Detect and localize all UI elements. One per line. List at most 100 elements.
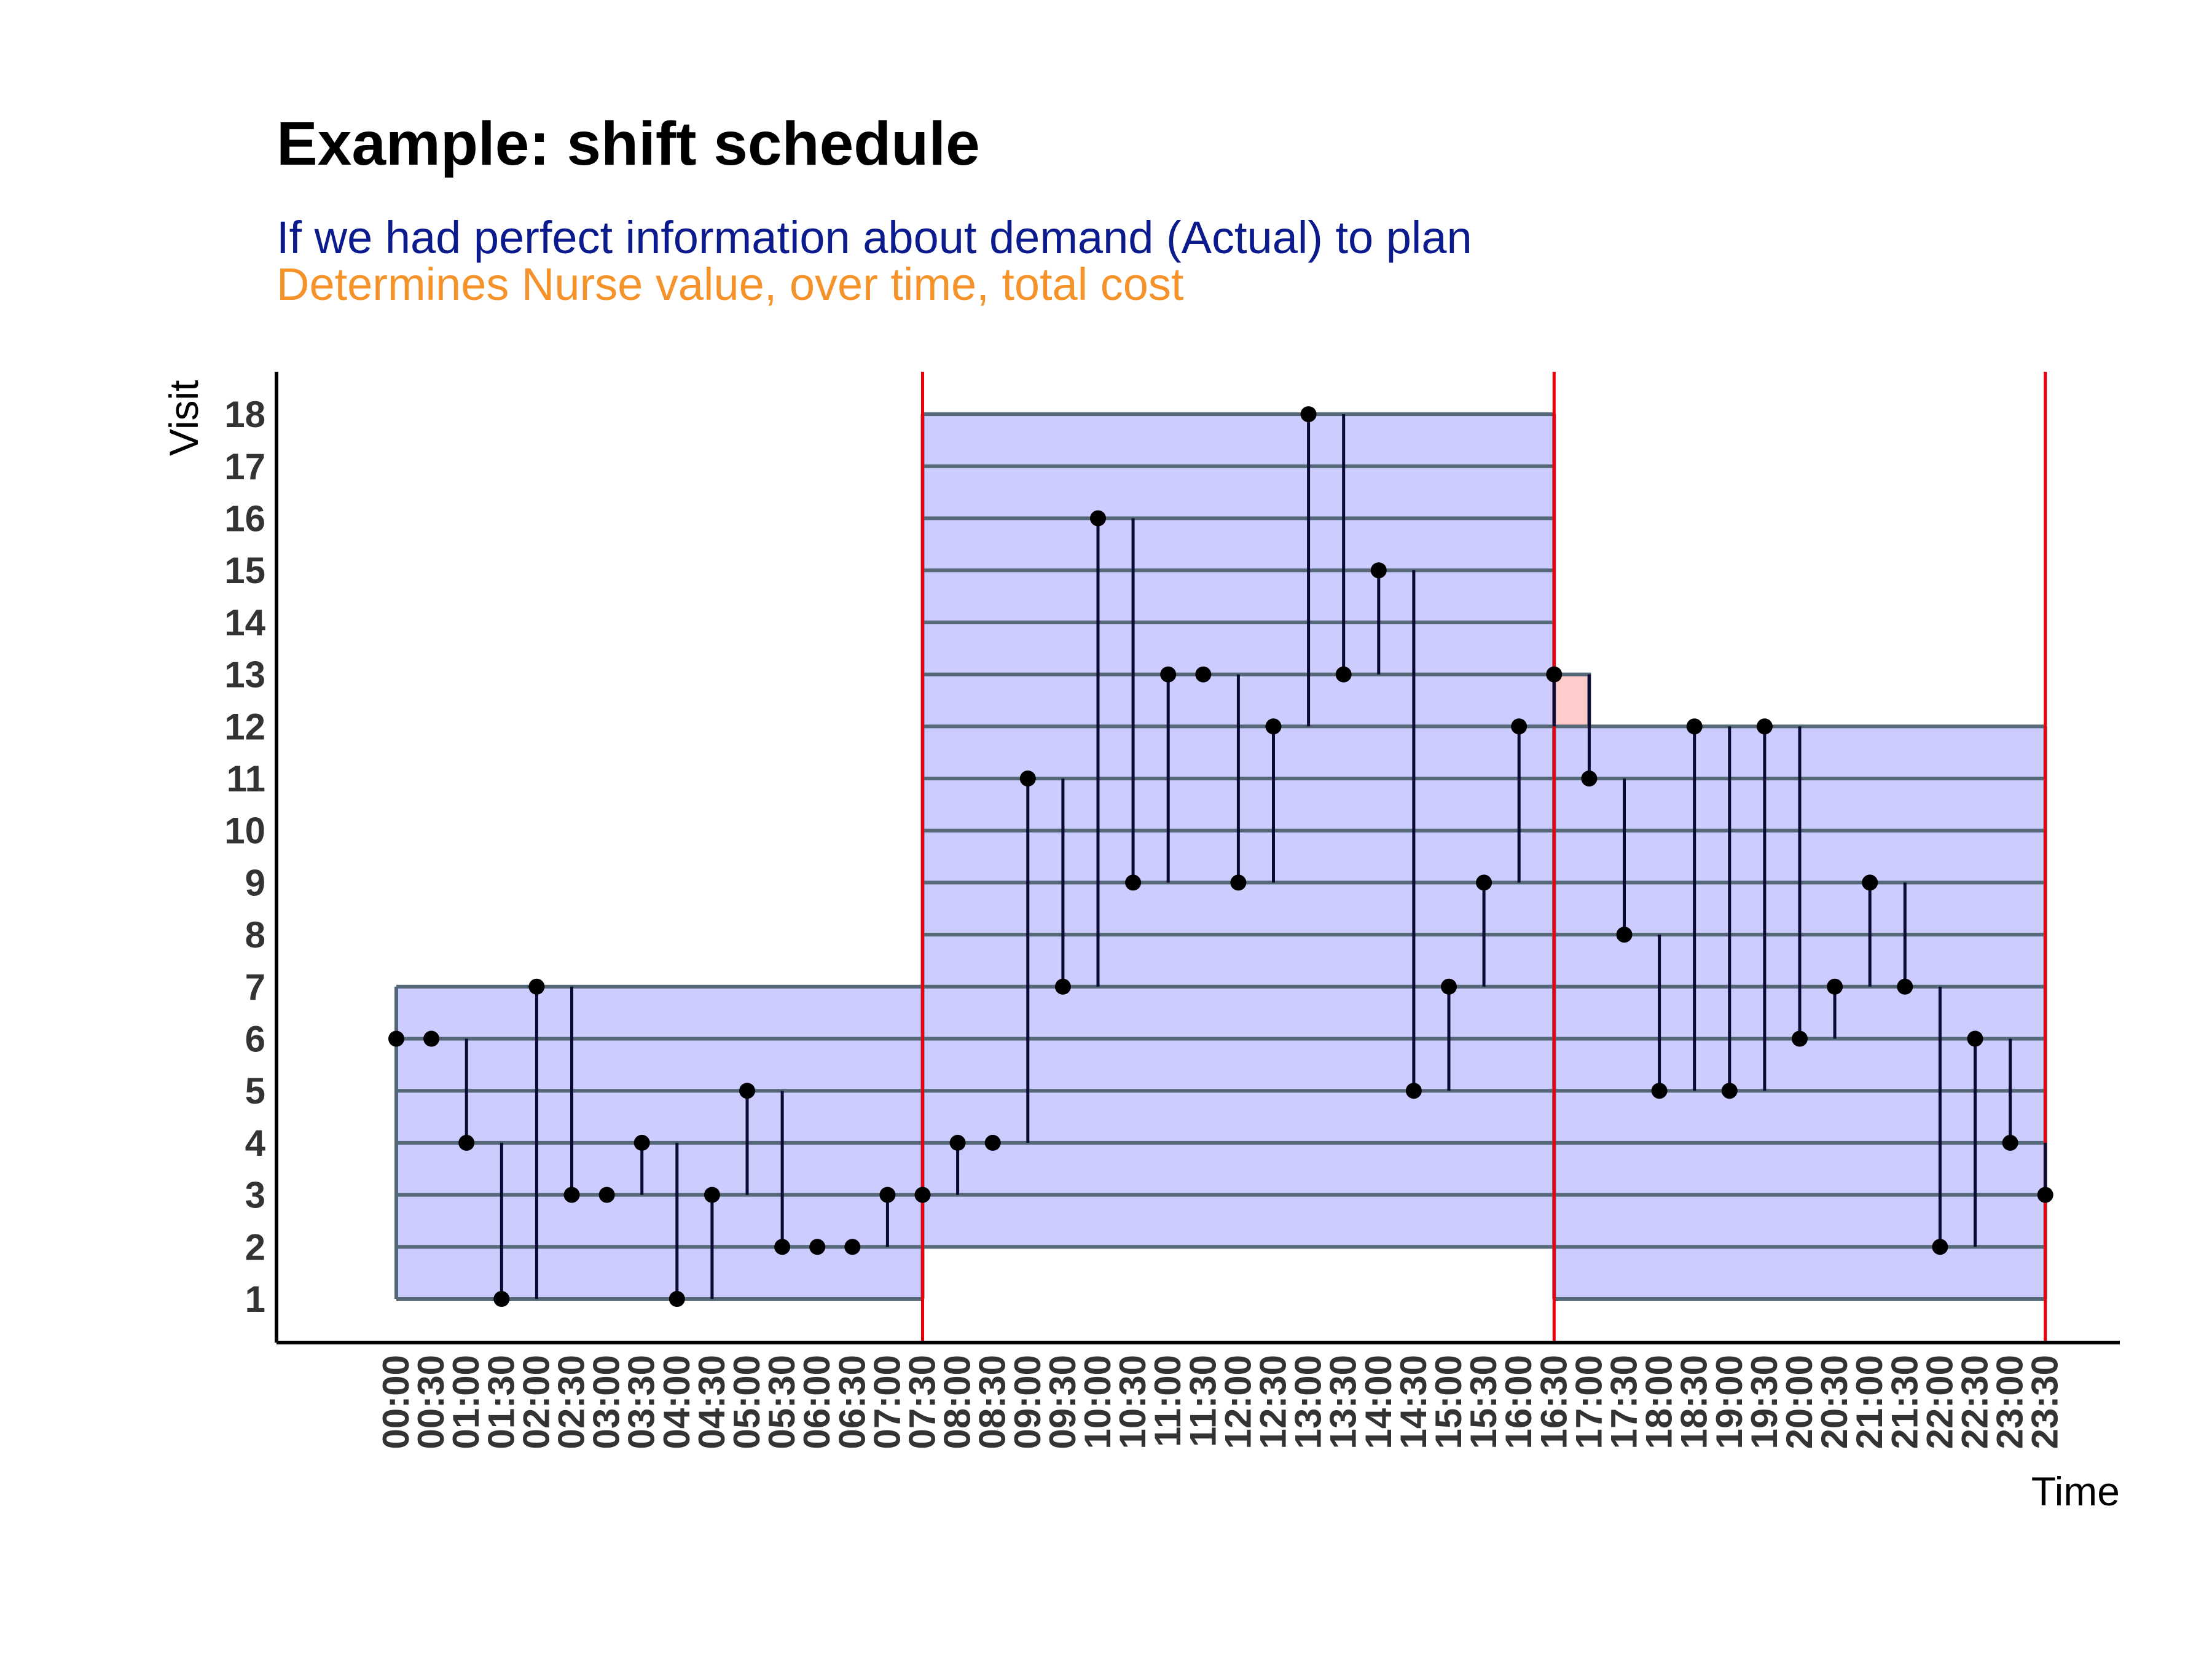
demand-point-0930 <box>1054 978 1071 995</box>
x-tick-label-0830: 08:30 <box>972 1355 1013 1449</box>
y-tick-label-14: 14 <box>224 602 265 643</box>
x-tick-label-2200: 22:00 <box>1919 1355 1960 1449</box>
demand-point-1030 <box>1125 874 1142 891</box>
demand-point-2030 <box>1827 978 1843 995</box>
x-tick-label-1330: 13:30 <box>1323 1355 1364 1449</box>
demand-point-1700 <box>1581 771 1598 786</box>
demand-point-2100 <box>1862 874 1878 891</box>
demand-point-0130 <box>493 1291 510 1307</box>
x-tick-label-0200: 02:00 <box>516 1355 557 1449</box>
y-tick-label-15: 15 <box>224 550 265 591</box>
y-tick-label-13: 13 <box>224 654 265 696</box>
demand-point-1830 <box>1686 718 1703 735</box>
x-tick-label-1530: 15:30 <box>1463 1355 1504 1449</box>
x-tick-label-1200: 12:00 <box>1217 1355 1258 1449</box>
demand-point-0330 <box>633 1134 650 1151</box>
x-tick-label-1730: 17:30 <box>1604 1355 1645 1449</box>
y-tick-label-11: 11 <box>227 758 265 799</box>
chart-subtitle-demand: If we had perfect information about dema… <box>276 212 1472 263</box>
x-tick-label-0700: 07:00 <box>866 1355 908 1449</box>
x-tick-label-1930: 19:30 <box>1744 1355 1785 1449</box>
demand-point-0700 <box>879 1186 896 1203</box>
y-tick-label-17: 17 <box>224 446 265 487</box>
demand-point-0430 <box>704 1186 720 1203</box>
x-tick-label-1400: 14:00 <box>1358 1355 1399 1449</box>
demand-point-0800 <box>949 1134 966 1151</box>
demand-point-1300 <box>1300 406 1317 423</box>
x-tick-label-0630: 06:30 <box>831 1355 873 1449</box>
x-tick-label-1130: 11:30 <box>1182 1355 1223 1447</box>
y-tick-label-8: 8 <box>245 914 265 955</box>
x-tick-label-0030: 00:30 <box>410 1355 452 1449</box>
demand-point-0230 <box>563 1186 580 1203</box>
x-tick-label-1230: 12:30 <box>1253 1355 1294 1449</box>
x-tick-label-2300: 23:00 <box>1990 1355 2031 1449</box>
y-tick-label-7: 7 <box>245 967 265 1008</box>
y-tick-label-10: 10 <box>224 810 265 852</box>
x-tick-label-0900: 09:00 <box>1007 1355 1048 1449</box>
x-tick-label-1800: 18:00 <box>1639 1355 1680 1449</box>
y-tick-label-1: 1 <box>245 1279 265 1320</box>
demand-point-0900 <box>1019 771 1036 786</box>
demand-point-1530 <box>1476 874 1492 891</box>
demand-point-0200 <box>528 978 545 995</box>
demand-point-0530 <box>774 1239 791 1255</box>
x-tick-label-0530: 05:30 <box>761 1355 802 1449</box>
y-tick-label-2: 2 <box>245 1226 265 1268</box>
x-tick-label-2230: 22:30 <box>1955 1355 1996 1449</box>
demand-point-1630 <box>1546 666 1563 683</box>
x-tick-label-0500: 05:00 <box>726 1355 767 1449</box>
demand-point-0300 <box>598 1186 615 1203</box>
y-tick-label-16: 16 <box>224 498 265 539</box>
demand-point-0030 <box>423 1030 440 1047</box>
demand-point-1800 <box>1651 1083 1668 1099</box>
demand-point-1900 <box>1721 1083 1738 1099</box>
demand-point-2000 <box>1792 1030 1808 1047</box>
demand-point-1400 <box>1370 562 1387 579</box>
y-tick-label-5: 5 <box>245 1070 265 1112</box>
demand-point-1930 <box>1756 718 1773 735</box>
x-tick-label-0930: 09:30 <box>1042 1355 1083 1449</box>
x-tick-label-1900: 19:00 <box>1709 1355 1750 1449</box>
demand-point-2300 <box>2002 1134 2018 1151</box>
demand-point-2130 <box>1897 978 1913 995</box>
demand-point-2330 <box>2037 1186 2053 1203</box>
demand-point-1000 <box>1090 510 1106 527</box>
x-tick-label-1030: 10:30 <box>1112 1355 1153 1449</box>
x-tick-label-1300: 13:00 <box>1288 1355 1329 1449</box>
x-tick-label-0000: 00:00 <box>375 1355 417 1449</box>
demand-point-0600 <box>809 1239 826 1255</box>
x-tick-label-2100: 21:00 <box>1849 1355 1890 1449</box>
x-tick-label-2330: 23:30 <box>2025 1355 2066 1449</box>
demand-point-1230 <box>1265 718 1282 735</box>
demand-point-0000 <box>388 1030 404 1047</box>
x-tick-label-0230: 02:30 <box>551 1355 592 1449</box>
plot-area: 12345678910111213141516171800:0000:3001:… <box>224 372 2120 1449</box>
y-tick-label-9: 9 <box>245 862 265 903</box>
demand-point-2200 <box>1932 1239 1948 1255</box>
x-tick-label-2130: 21:30 <box>1884 1355 1925 1449</box>
demand-point-0830 <box>984 1134 1001 1151</box>
demand-point-1500 <box>1441 978 1457 995</box>
x-tick-label-0330: 03:30 <box>621 1355 662 1449</box>
x-tick-label-2030: 20:30 <box>1814 1355 1855 1449</box>
demand-point-1200 <box>1230 874 1247 891</box>
x-tick-label-1700: 17:00 <box>1568 1355 1609 1449</box>
y-tick-label-3: 3 <box>245 1175 265 1216</box>
x-tick-label-0800: 08:00 <box>937 1355 978 1449</box>
x-tick-label-1600: 16:00 <box>1498 1355 1539 1449</box>
x-tick-label-1630: 16:30 <box>1533 1355 1574 1449</box>
demand-point-0500 <box>739 1083 755 1099</box>
x-tick-label-2000: 20:00 <box>1779 1355 1820 1449</box>
demand-point-0400 <box>669 1291 685 1307</box>
demand-point-1600 <box>1511 718 1528 735</box>
demand-point-2230 <box>1967 1030 1983 1047</box>
y-tick-label-4: 4 <box>245 1123 266 1164</box>
x-tick-label-1430: 14:30 <box>1393 1355 1434 1449</box>
x-tick-label-0730: 07:30 <box>902 1355 943 1449</box>
demand-point-1130 <box>1195 666 1212 683</box>
x-axis-title: Time <box>2031 1469 2120 1514</box>
demand-point-0730 <box>914 1186 931 1203</box>
demand-point-1730 <box>1616 927 1633 943</box>
